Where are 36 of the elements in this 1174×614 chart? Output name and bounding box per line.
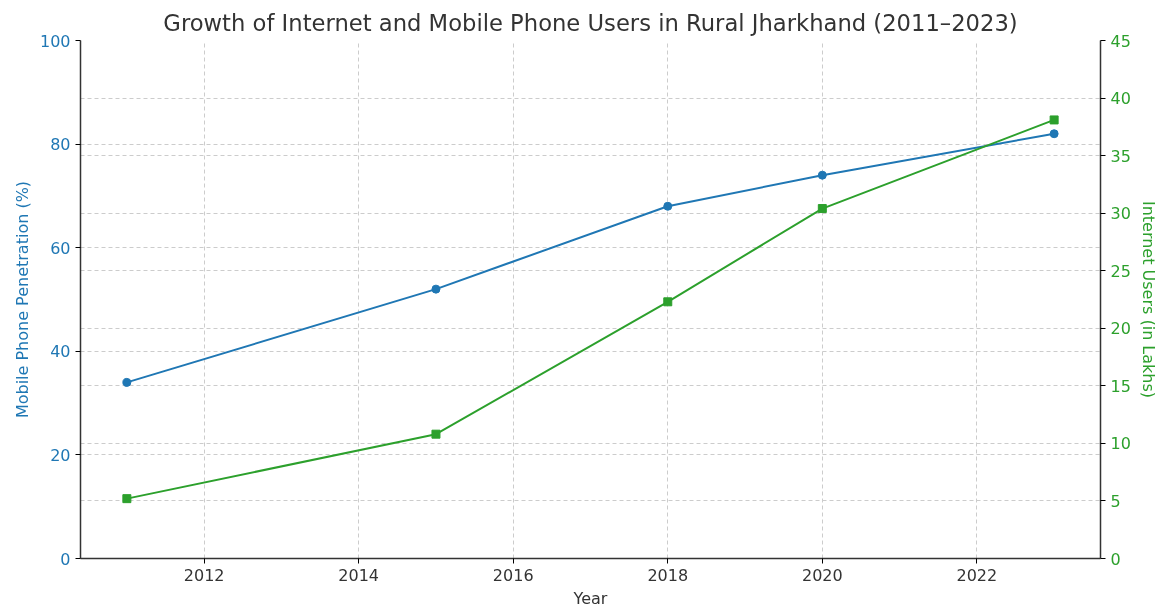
- y-tick-label: 100: [39, 31, 71, 51]
- x-tick-label: 2016: [492, 565, 534, 585]
- x-tick-label: 2018: [647, 565, 689, 585]
- x-tick-label: 2022: [956, 565, 998, 585]
- point: [663, 297, 673, 307]
- x-tick-label: 2014: [338, 565, 380, 585]
- y2-tick-label: 30: [1110, 204, 1131, 224]
- y2-tick-label: 20: [1110, 319, 1131, 339]
- y2-tick-label: 25: [1110, 261, 1131, 281]
- y-tick-label: 40: [50, 342, 71, 362]
- point: [663, 201, 673, 211]
- point: [817, 204, 827, 214]
- point: [431, 284, 441, 294]
- y-tick-label: 20: [50, 445, 71, 465]
- point: [1049, 115, 1059, 125]
- y2-tick-label: 0: [1110, 549, 1121, 569]
- y2-tick-label: 5: [1110, 491, 1121, 511]
- y-tick-label: 0: [60, 549, 71, 569]
- y2-tick-label: 15: [1110, 376, 1131, 396]
- point: [817, 170, 827, 180]
- point: [431, 429, 441, 439]
- y2-tick-label: 35: [1110, 146, 1131, 166]
- y2-tick-label: 10: [1110, 434, 1131, 454]
- y-axis-title: Mobile Phone Penetration (%): [12, 180, 32, 419]
- x-tick-label: 2020: [801, 565, 843, 585]
- y-tick-label: 80: [50, 135, 71, 155]
- chart-title: Growth of Internet and Mobile Phone Users in Rural Jharkhand (2011–2023): [163, 9, 1018, 36]
- y2-tick-label: 40: [1110, 89, 1131, 109]
- x-axis-title: Year: [572, 588, 608, 608]
- y-tick-label: 60: [50, 238, 71, 258]
- y2-tick-label: 45: [1110, 31, 1131, 51]
- point: [122, 494, 132, 504]
- y2-axis-title: Internet Users (in Lakhs): [1138, 200, 1158, 399]
- point: [122, 377, 132, 387]
- x-tick-label: 2012: [183, 565, 225, 585]
- point: [1049, 129, 1059, 139]
